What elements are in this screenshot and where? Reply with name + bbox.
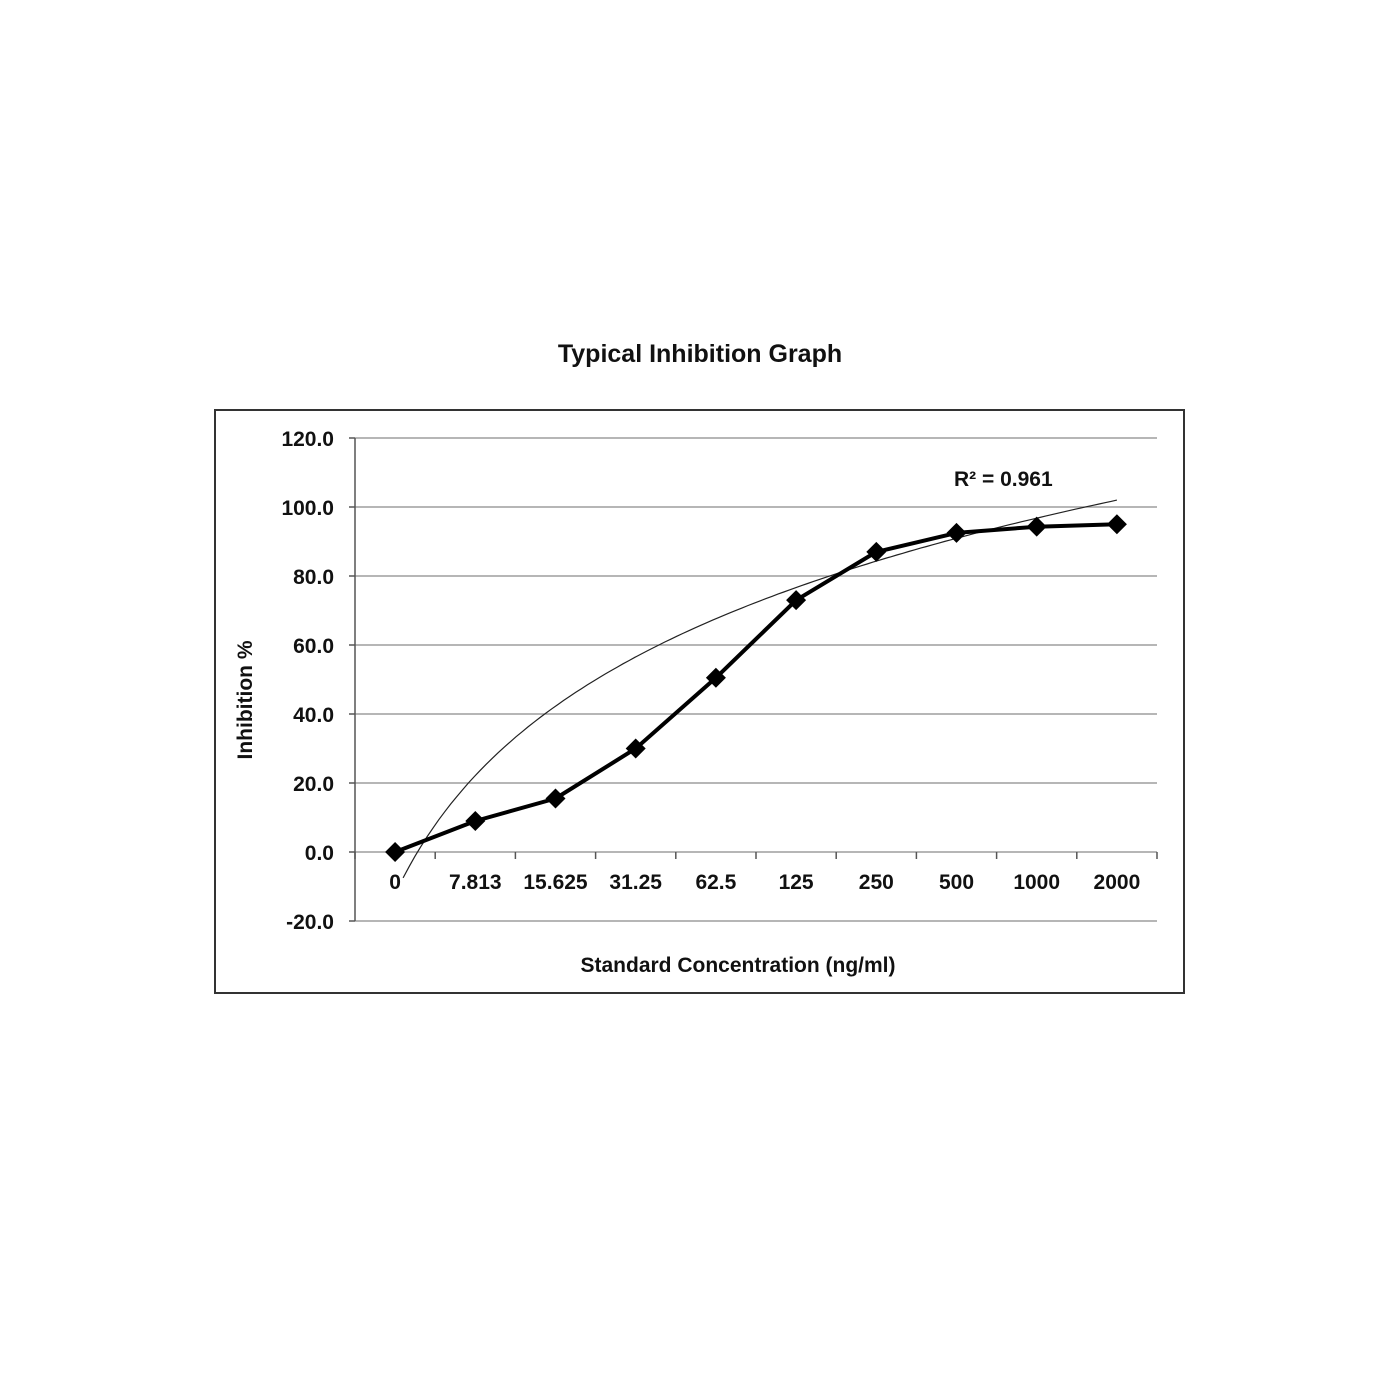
data-point-marker bbox=[625, 738, 646, 759]
x-tick-label: 15.625 bbox=[523, 871, 588, 894]
y-tick-label: 80.0 bbox=[293, 566, 334, 589]
y-tick-label: 40.0 bbox=[293, 704, 334, 727]
data-point-marker bbox=[1106, 514, 1127, 535]
data-series bbox=[385, 514, 1127, 862]
x-tick-label: 7.813 bbox=[449, 871, 502, 894]
x-tick-label: 250 bbox=[859, 871, 894, 894]
y-tick-label: 120.0 bbox=[281, 428, 334, 451]
y-tick-label: 60.0 bbox=[293, 635, 334, 658]
gridlines bbox=[355, 437, 1157, 922]
data-point-marker bbox=[786, 590, 807, 611]
data-point-marker bbox=[385, 842, 406, 862]
data-point-marker bbox=[866, 541, 887, 562]
data-point-marker bbox=[1026, 516, 1047, 537]
data-point-marker bbox=[545, 788, 566, 809]
series-line bbox=[394, 522, 1117, 854]
y-tick-label: -20.0 bbox=[286, 911, 334, 934]
axes bbox=[349, 437, 1158, 922]
y-tick-label: 20.0 bbox=[293, 773, 334, 796]
data-point-marker bbox=[705, 667, 726, 688]
x-tick-label: 31.25 bbox=[609, 871, 662, 894]
x-tick-label: 62.5 bbox=[695, 871, 736, 894]
chart-title: Typical Inhibition Graph bbox=[557, 340, 843, 368]
x-tick-label: 125 bbox=[779, 871, 814, 894]
data-point-marker bbox=[946, 522, 967, 543]
x-axis-title: Standard Concentration (ng/ml) bbox=[581, 954, 896, 977]
trendline bbox=[402, 499, 1118, 879]
y-axis-title: Inhibition % bbox=[234, 640, 257, 759]
data-point-marker bbox=[465, 810, 486, 831]
y-tick-label: 100.0 bbox=[281, 497, 334, 520]
r-squared-label: R² = 0.961 bbox=[954, 468, 1053, 491]
x-tick-label: 1000 bbox=[1013, 871, 1060, 894]
x-tick-label: 500 bbox=[939, 871, 974, 894]
tick-labels: 120.0 100.0 80.0 60.0 40.0 20.0 0.0 -20.0 0 7.813… bbox=[281, 428, 1140, 934]
x-tick-label: 0 bbox=[389, 871, 401, 894]
y-tick-label: 0.0 bbox=[305, 842, 334, 865]
trendline-curve bbox=[402, 499, 1118, 879]
x-tick-label: 2000 bbox=[1094, 871, 1141, 894]
